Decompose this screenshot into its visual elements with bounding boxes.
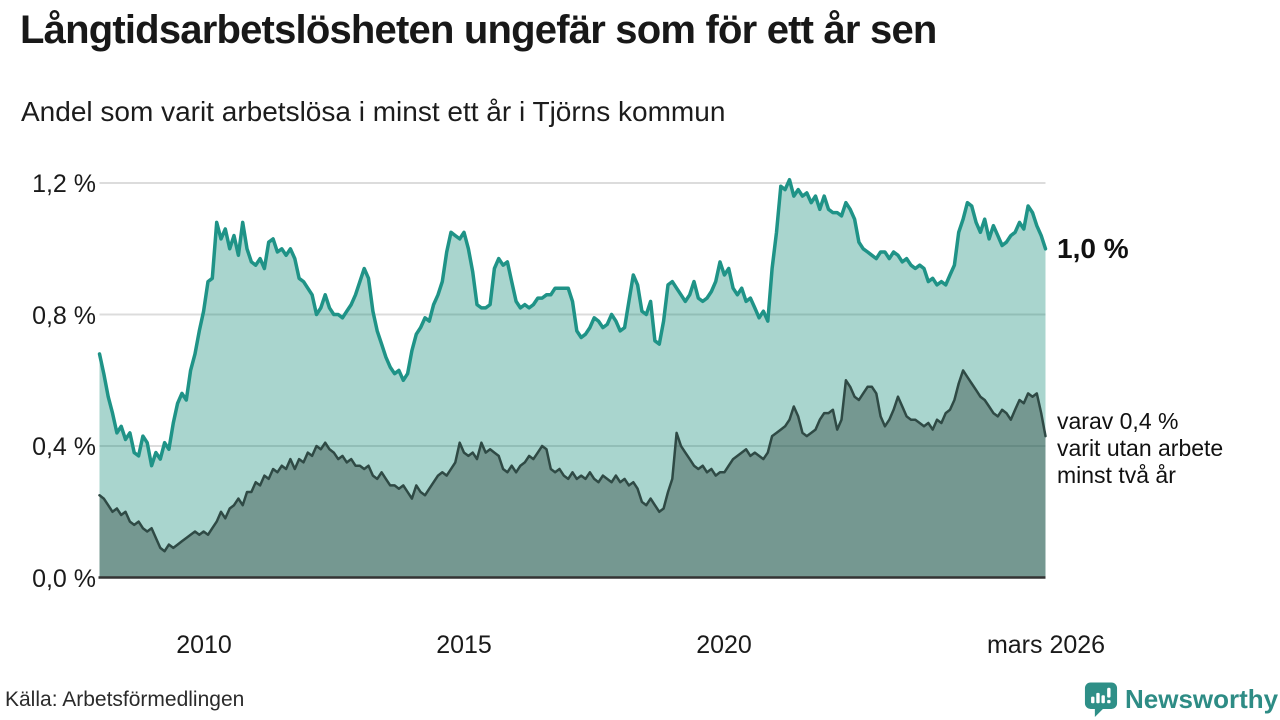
x-tick-0: 2010 (176, 631, 232, 659)
source-note: Källa: Arbetsförmedlingen (5, 688, 245, 711)
logo-bar-3 (1101, 695, 1105, 704)
logo-exclamation-stem (1107, 687, 1111, 698)
series-line-1 (98, 369, 1047, 553)
logo-bar-1 (1091, 696, 1095, 704)
x-tick-3: mars 2026 (986, 631, 1106, 659)
newsworthy-logo: Newsworthy (1084, 681, 1278, 718)
newsworthy-logo-text: Newsworthy (1125, 684, 1279, 714)
annotation-two-year-line1: varav 0,4 % (1057, 408, 1179, 434)
series-line-0 (97, 177, 1048, 468)
annotation-two-year-line2: varit utan arbete (1057, 435, 1224, 461)
annotation-two-year-line3: minst två år (1057, 462, 1176, 488)
logo-bar-2 (1096, 692, 1100, 704)
newsworthy-logo-icon (1084, 682, 1118, 717)
annotation-latest-two-year: varav 0,4 % varit utan arbete minst två … (1057, 408, 1223, 489)
y-tick-3: 0,0 % (32, 564, 96, 593)
logo-exclamation-dot (1107, 699, 1111, 704)
x-tick-2: 2020 (696, 631, 752, 659)
logo-bubble-shape (1084, 682, 1118, 717)
x-tick-1: 2015 (436, 631, 492, 659)
series-area-0 (99, 179, 1046, 578)
y-tick-1: 0,8 % (32, 301, 96, 330)
y-tick-0: 1,2 % (32, 170, 96, 198)
page-title: Långtidsarbetslösheten ungefär som för e… (20, 8, 937, 52)
y-tick-2: 0,4 % (32, 433, 96, 461)
annotation-latest-total: 1,0 % (1057, 233, 1129, 264)
chart-subtitle: Andel som varit arbetslösa i minst ett å… (21, 96, 726, 127)
